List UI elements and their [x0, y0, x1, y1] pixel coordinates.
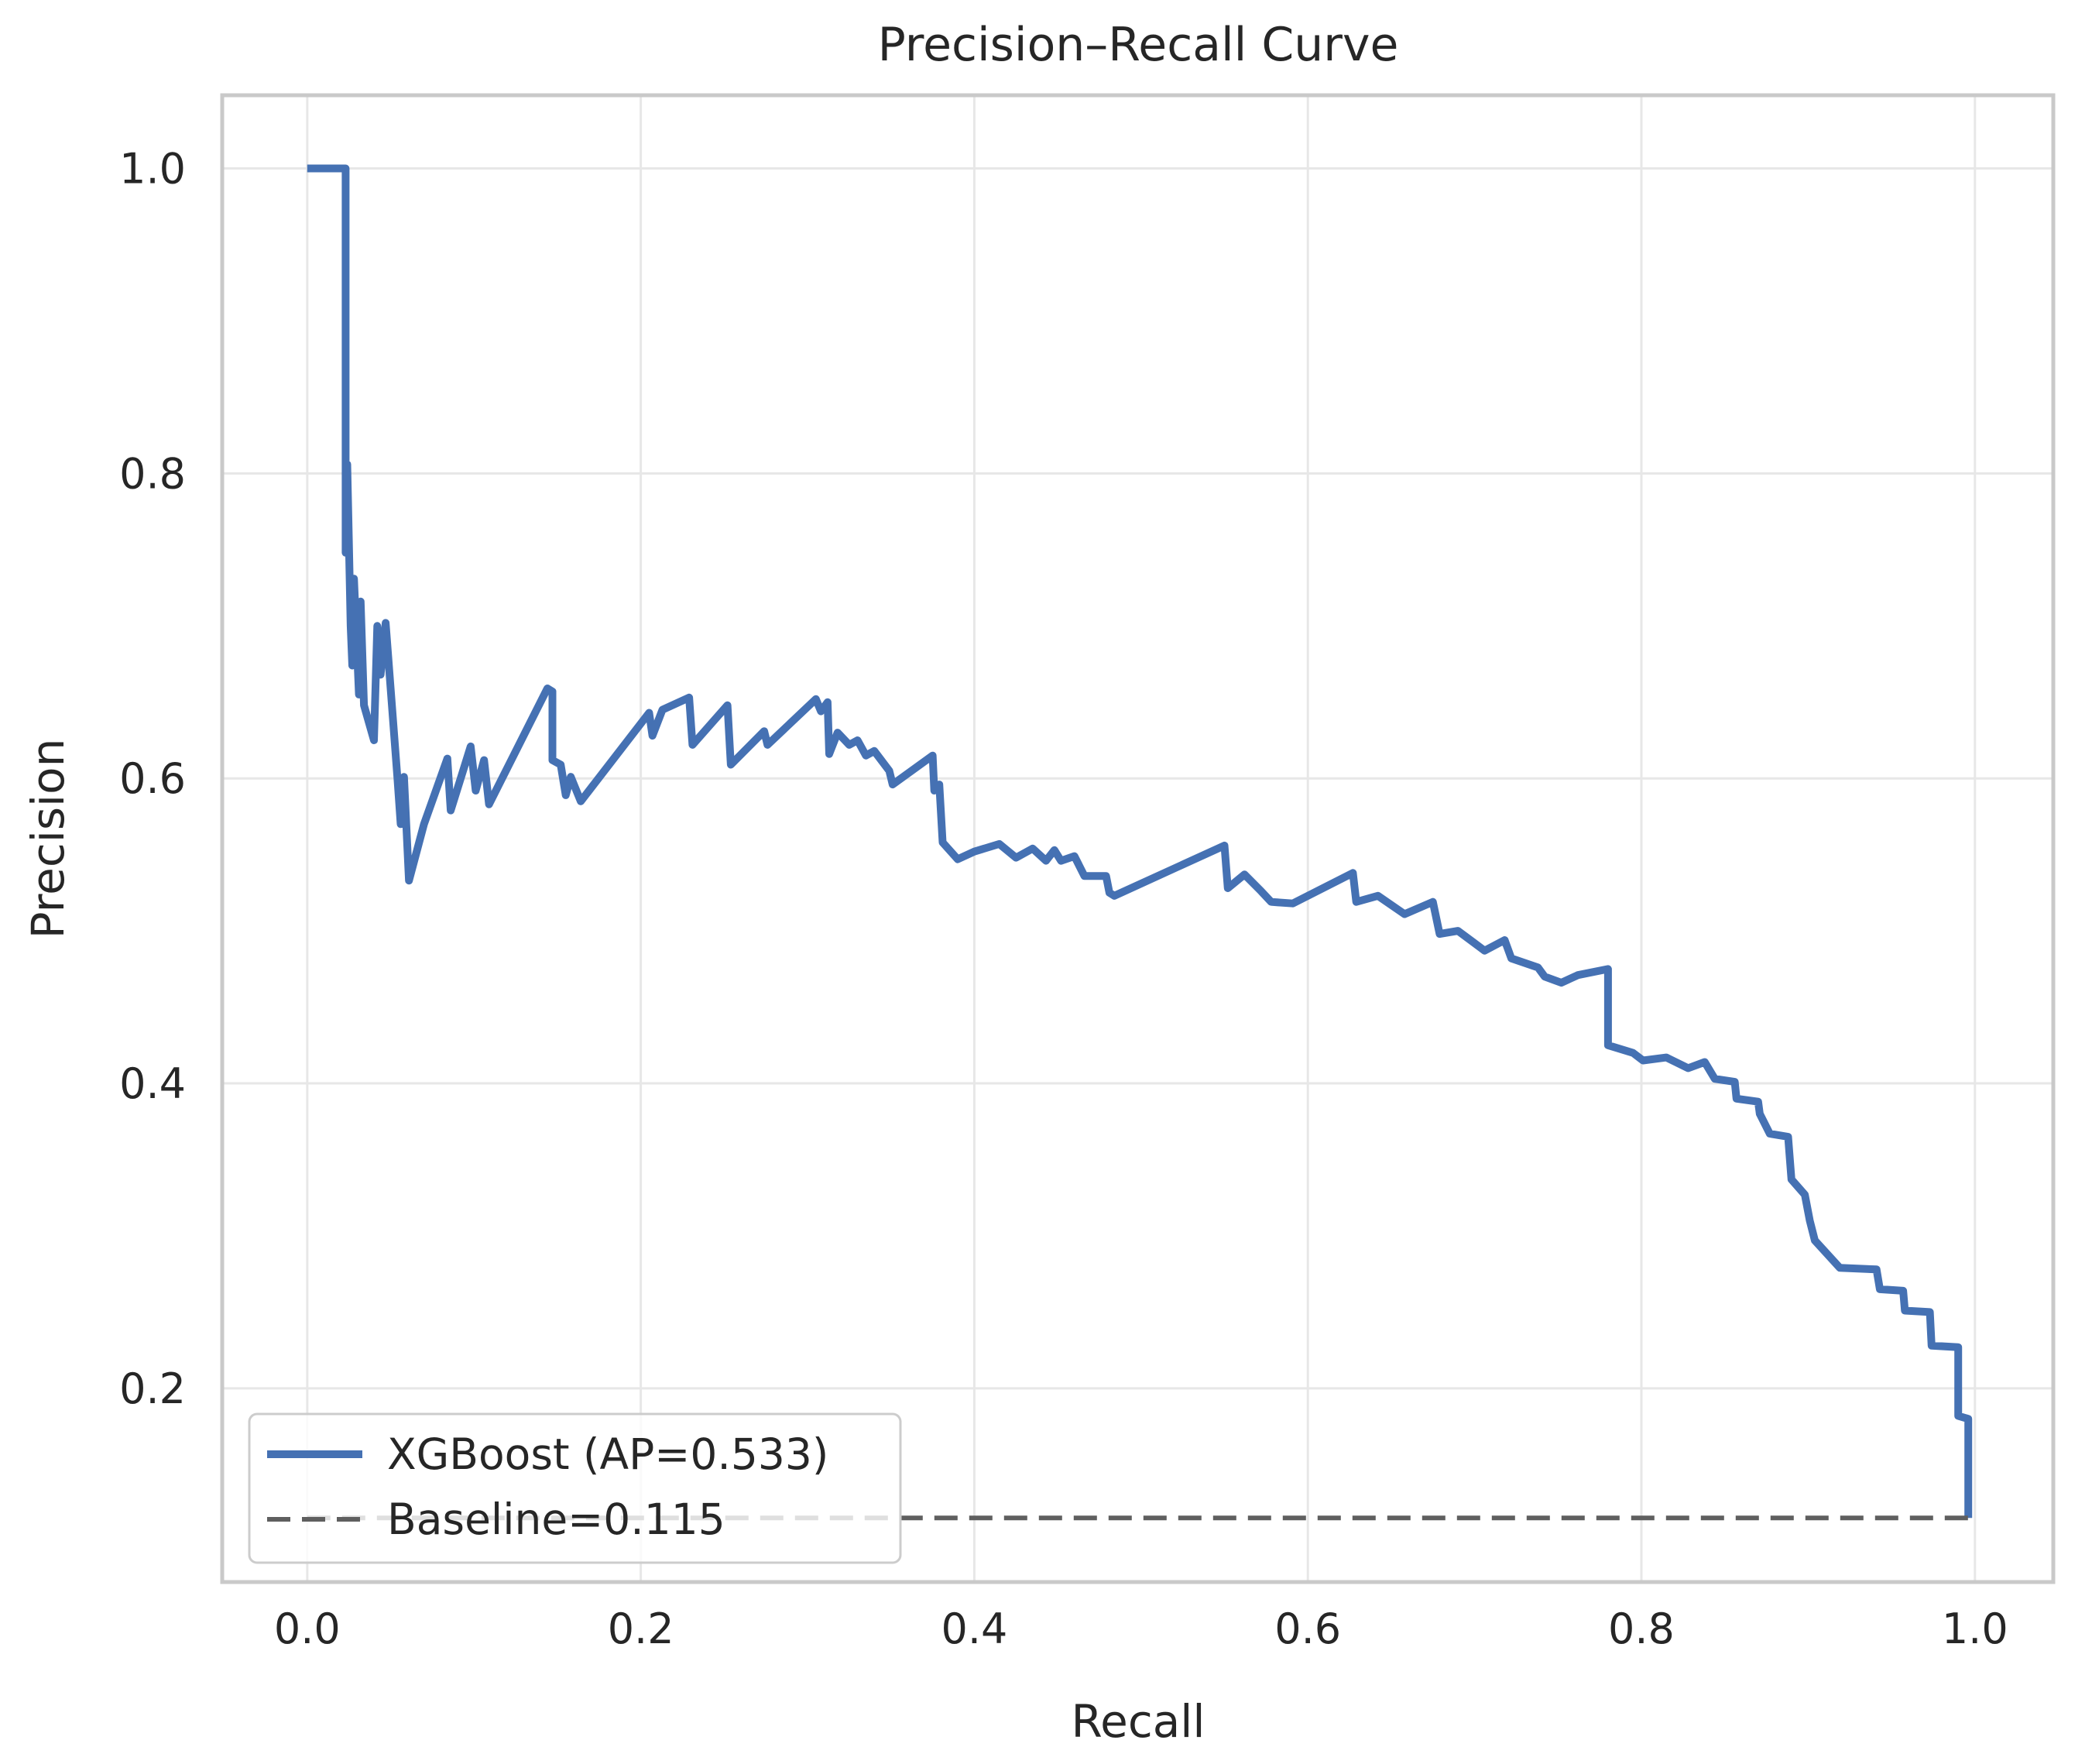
chart-title: Precision–Recall Curve: [878, 18, 1399, 72]
pr-curve-series: [307, 164, 1973, 1519]
legend: XGBoost (AP=0.533) Baseline=0.115: [248, 1412, 902, 1564]
x-tick-label: 0.8: [1608, 1604, 1675, 1653]
x-tick-label: 0.2: [608, 1604, 674, 1653]
y-axis-label: Precision: [22, 739, 74, 939]
legend-label-xgboost: XGBoost (AP=0.533): [387, 1429, 828, 1479]
y-tick-label: 0.6: [119, 754, 186, 803]
x-tick-label: 0.0: [274, 1604, 341, 1653]
series-layer: [307, 164, 1973, 1521]
x-tick-label: 1.0: [1942, 1604, 2008, 1653]
y-tick-label: 0.4: [119, 1059, 186, 1108]
y-tick-label: 1.0: [119, 145, 186, 194]
legend-box: [248, 1412, 902, 1564]
grid-layer: [222, 95, 2053, 1582]
y-tick-label: 0.2: [119, 1364, 186, 1413]
plot-border: [220, 93, 2056, 1584]
y-tick-label: 0.8: [119, 449, 186, 498]
x-axis-label: Recall: [1071, 1695, 1205, 1748]
legend-label-baseline: Baseline=0.115: [387, 1495, 725, 1544]
x-tick-label: 0.6: [1274, 1604, 1341, 1653]
tick-layer: 0.0 0.2 0.4 0.6 0.8 1.0 0.2 0.4 0.6 0.8 1.0: [119, 145, 2008, 1653]
x-tick-label: 0.4: [941, 1604, 1007, 1653]
